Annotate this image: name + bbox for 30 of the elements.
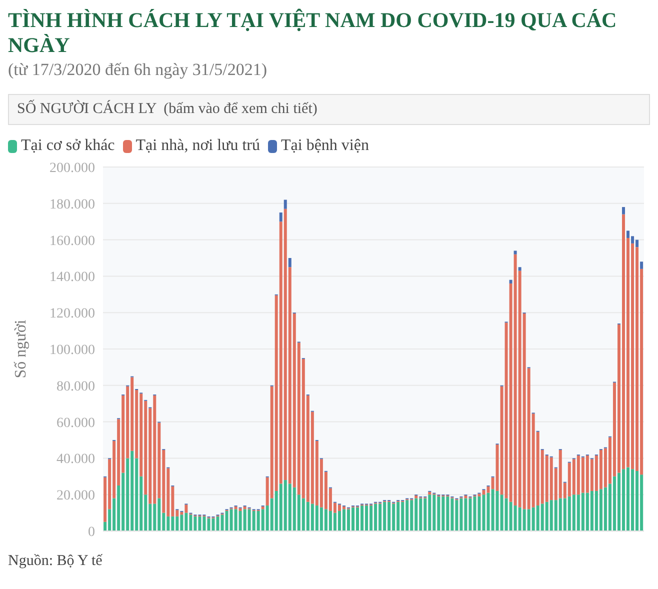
y-tick-label: 40.000 bbox=[56, 452, 95, 468]
bar bbox=[288, 258, 292, 268]
y-tick-label: 200.000 bbox=[50, 160, 95, 176]
legend-label: Tại bệnh viện bbox=[281, 137, 369, 155]
y-tick-label: 180.000 bbox=[50, 197, 95, 212]
y-tick-label: 100.000 bbox=[50, 342, 95, 358]
y-tick-label: 120.000 bbox=[50, 306, 95, 322]
bar bbox=[640, 262, 644, 269]
bar bbox=[261, 506, 264, 510]
y-tick-label: 80.000 bbox=[56, 379, 95, 394]
y-tick-label: 160.000 bbox=[50, 234, 95, 249]
y-tick-label: 20.000 bbox=[56, 488, 95, 504]
bar bbox=[622, 207, 625, 214]
bar bbox=[518, 267, 522, 271]
bar bbox=[509, 280, 512, 284]
y-tick-label: 140.000 bbox=[50, 270, 95, 286]
y-tick-label: 60.000 bbox=[56, 416, 95, 431]
chart-title: TÌNH HÌNH CÁCH LY TẠI VIỆT NAM DO COVID-19 QUA CÁC NGÀY bbox=[8, 8, 618, 58]
chart-subtitle: (từ 17/3/2020 đến 6h ngày 31/5/2021) bbox=[8, 60, 268, 80]
bar bbox=[428, 492, 432, 495]
y-axis-title: Số người bbox=[12, 319, 30, 378]
bar bbox=[279, 212, 282, 222]
bar bbox=[514, 250, 517, 254]
legend-label: Tại cơ sở khác bbox=[21, 137, 115, 155]
bar bbox=[284, 200, 287, 209]
y-tick-label: 0 bbox=[88, 524, 95, 540]
bar bbox=[414, 496, 418, 498]
text: SỐ NGƯỜI CÁCH LY (bấm vào để xem chi tiết) bbox=[8, 94, 650, 125]
text: Nguồn: Bộ Y tế bbox=[8, 553, 104, 570]
legend-label: Tại nhà, nơi lưu trú bbox=[136, 137, 260, 155]
